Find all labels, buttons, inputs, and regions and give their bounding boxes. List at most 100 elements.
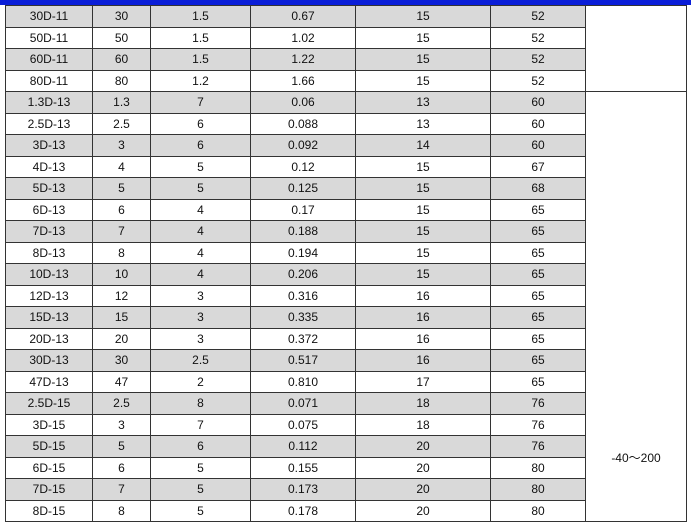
table-cell: 0.075 [250,413,356,436]
table-cell: 5 [150,155,251,178]
table-cell: 8D-13 [5,241,93,264]
table-cell: 13 [355,112,491,135]
table-cell: 0.155 [250,456,356,479]
table-row: 8D-13 8 4 0.194 15 65 [5,241,687,264]
table-cell: 7 [92,478,151,501]
table-cell: 2.5D-13 [5,112,93,135]
table-cell: 1.02 [250,26,356,49]
table-cell: 14 [355,134,491,157]
table-cell: 7 [92,220,151,243]
table-cell: 6 [92,456,151,479]
table-cell: 0.071 [250,392,356,415]
table-cell: 17 [355,370,491,393]
table-cell: 1.5 [150,48,251,71]
table-cell: 15 [92,306,151,329]
table-row: 5D-15 5 6 0.112 20 76 [5,435,687,458]
table-cell: 0.088 [250,112,356,135]
table-cell: 50D-11 [5,26,93,49]
table-row: 50D-11 50 1.5 1.02 15 52 [5,26,687,49]
table-cell: 4 [92,155,151,178]
table-cell: 80 [490,499,586,522]
table-cell: 10 [92,263,151,286]
table-row: 12D-13 12 3 0.316 16 65 [5,284,687,307]
merged-cell-temperature: -40～200 [585,91,687,522]
table-cell: 7 [150,413,251,436]
table-cell: 3D-13 [5,134,93,157]
table-cell: 0.206 [250,263,356,286]
table-cell: 3D-15 [5,413,93,436]
table-cell: 13 [355,91,491,114]
table-cell: 6 [92,198,151,221]
table-cell: 2 [150,370,251,393]
table-cell: 20 [355,435,491,458]
table-cell: 60 [490,91,586,114]
table-cell: 65 [490,327,586,350]
table-cell: 4 [150,241,251,264]
table-cell: 76 [490,392,586,415]
table-cell: 65 [490,306,586,329]
table-cell: 16 [355,284,491,307]
table-cell: 65 [490,220,586,243]
table-cell: 0.194 [250,241,356,264]
table-cell: 3 [150,306,251,329]
table-cell: 5 [150,456,251,479]
table-cell: 60 [490,134,586,157]
table-cell: 1.2 [150,69,251,92]
table-cell: 10D-13 [5,263,93,286]
table-cell: 76 [490,413,586,436]
table-cell: 8 [92,241,151,264]
table-cell: 15D-13 [5,306,93,329]
table-cell: 15 [355,155,491,178]
table-cell: 15 [355,69,491,92]
table-cell: 0.188 [250,220,356,243]
table-cell: 20 [355,499,491,522]
table-cell: 15 [355,198,491,221]
temperature-range: -40～200 [611,451,661,465]
table-cell: 0.67 [250,5,356,28]
table-cell: 16 [355,306,491,329]
table-cell: 47D-13 [5,370,93,393]
table-cell: 0.112 [250,435,356,458]
table-cell: 16 [355,327,491,350]
table-row: 6D-15 6 5 0.155 20 80 [5,456,687,479]
table-cell: 60 [92,48,151,71]
table-cell: 15 [355,177,491,200]
table-cell: 0.372 [250,327,356,350]
table-cell: 2.5 [150,349,251,372]
table-row: 8D-15 8 5 0.178 20 80 [5,499,687,522]
table-cell: 30 [92,5,151,28]
table-cell: 1.5 [150,26,251,49]
table-cell: 0.06 [250,91,356,114]
table-cell: 5 [92,177,151,200]
table-cell: 0.517 [250,349,356,372]
table-row: 60D-11 60 1.5 1.22 15 52 [5,48,687,71]
table-cell: 18 [355,413,491,436]
table-cell: 1.5 [150,5,251,28]
table-cell: 60 [490,112,586,135]
table-cell: 68 [490,177,586,200]
table-cell: 16 [355,349,491,372]
table-cell: 5 [150,499,251,522]
table-cell: 1.66 [250,69,356,92]
table-cell: 65 [490,198,586,221]
table-cell: 4 [150,220,251,243]
table-cell: 7 [150,91,251,114]
table-cell: 15 [355,241,491,264]
table-cell: 18 [355,392,491,415]
table-cell: 6 [150,112,251,135]
table-cell: 3 [150,284,251,307]
table-cell: 12D-13 [5,284,93,307]
table-row: 5D-13 5 5 0.125 15 68 [5,177,687,200]
table-cell: 3 [150,327,251,350]
table-cell: 0.125 [250,177,356,200]
table-cell: 6 [150,435,251,458]
table-cell: 5 [92,435,151,458]
table-cell: 5 [150,478,251,501]
table-cell: 30D-11 [5,5,93,28]
table-cell: 80 [490,456,586,479]
table-cell: 1.22 [250,48,356,71]
table-row: 7D-13 7 4 0.188 15 65 [5,220,687,243]
table-cell: 8D-15 [5,499,93,522]
table-cell: 0.335 [250,306,356,329]
table-cell: 5 [150,177,251,200]
